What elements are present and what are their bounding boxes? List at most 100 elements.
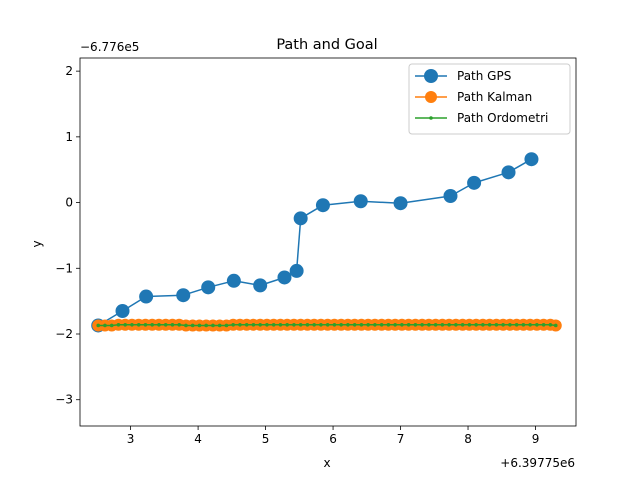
data-point-gps (253, 278, 268, 293)
data-point-gps (501, 165, 516, 180)
data-point-ordometri (487, 323, 492, 327)
data-point-ordometri (244, 323, 249, 327)
x-offset-label: +6.39775e6 (500, 456, 575, 470)
data-point-ordometri (467, 323, 472, 327)
data-point-ordometri (393, 323, 397, 327)
data-point-ordometri (305, 323, 310, 327)
data-point-ordometri (123, 323, 128, 327)
data-point-ordometri (298, 323, 303, 327)
data-point-ordometri (251, 323, 256, 327)
axes-frame (79, 57, 577, 427)
x-tick-label: 5 (262, 432, 270, 446)
data-point-ordometri (312, 323, 316, 327)
x-tick-label: 4 (194, 432, 202, 446)
data-point-ordometri (548, 323, 553, 327)
data-point-gps (226, 273, 241, 288)
data-point-ordometri (271, 323, 276, 327)
data-point-ordometri (352, 323, 357, 327)
data-point-ordometri (204, 323, 208, 328)
x-tick-label: 8 (464, 432, 472, 446)
legend-label-gps: Path GPS (457, 69, 511, 83)
data-point-ordometri (217, 323, 222, 328)
x-tick-label: 6 (329, 432, 337, 446)
data-point-ordometri (447, 323, 451, 327)
data-point-gps (353, 194, 368, 209)
legend-marker-ordometri (429, 116, 433, 120)
data-point-ordometri (460, 323, 465, 327)
data-point-ordometri (278, 323, 283, 327)
data-point-ordometri (508, 323, 512, 327)
data-point-ordometri (325, 323, 330, 327)
data-point-ordometri (481, 323, 485, 327)
y-tick-label: −2 (55, 327, 73, 341)
legend-label-ordometri: Path Ordometri (457, 111, 548, 125)
data-point-ordometri (373, 323, 377, 327)
data-point-ordometri (163, 323, 168, 327)
data-point-ordometri (359, 323, 364, 327)
data-point-ordometri (116, 323, 121, 327)
y-tick-label: 1 (65, 130, 73, 144)
data-point-ordometri (406, 323, 411, 327)
x-tick-label: 3 (127, 432, 135, 446)
data-point-ordometri (339, 323, 343, 327)
data-point-gps (115, 304, 130, 318)
chart-title: Path and Goal (276, 37, 377, 53)
data-point-ordometri (535, 323, 539, 327)
x-tick-label: 7 (397, 432, 405, 446)
data-point-ordometri (433, 323, 438, 327)
data-point-ordometri (427, 323, 431, 327)
data-point-ordometri (440, 323, 445, 327)
data-point-ordometri (184, 323, 188, 328)
data-point-ordometri (553, 323, 558, 328)
data-point-ordometri (379, 323, 384, 327)
legend-marker-kalman (425, 91, 437, 103)
y-tick-label: 2 (65, 64, 73, 78)
data-point-ordometri (136, 323, 141, 327)
data-point-ordometri (494, 323, 499, 327)
y-axis-label: y (30, 240, 44, 247)
data-point-ordometri (96, 323, 101, 328)
y-tick-label: 0 (65, 196, 73, 210)
data-point-ordometri (150, 323, 155, 327)
data-point-gps (277, 270, 292, 285)
data-point-ordometri (258, 323, 262, 327)
y-offset-label: −6.776e5 (80, 40, 139, 54)
data-point-ordometri (103, 323, 107, 328)
data-point-ordometri (170, 323, 175, 327)
data-point-gps (393, 196, 408, 211)
x-tick-label: 9 (532, 432, 540, 446)
data-point-ordometri (109, 323, 114, 328)
data-point-ordometri (514, 323, 519, 327)
data-point-gps (524, 152, 539, 167)
data-point-ordometri (346, 323, 350, 327)
data-point-ordometri (143, 323, 148, 327)
data-point-gps (201, 280, 216, 295)
data-point-ordometri (474, 323, 478, 327)
legend-marker-gps (424, 69, 438, 83)
data-point-gps (139, 289, 154, 304)
data-point-ordometri (265, 323, 269, 327)
x-axis-label: x (323, 456, 330, 470)
data-point-gps (289, 263, 304, 278)
legend-label-kalman: Path Kalman (457, 90, 532, 104)
data-point-ordometri (521, 323, 526, 327)
y-tick-label: −1 (55, 261, 73, 275)
data-point-ordometri (413, 323, 418, 327)
data-point-ordometri (190, 323, 195, 328)
y-tick-label: −3 (55, 393, 73, 407)
data-point-gps (293, 211, 308, 226)
data-point-ordometri (386, 323, 391, 327)
data-point-ordometri (285, 323, 289, 327)
data-point-ordometri (332, 323, 337, 327)
data-point-gps (443, 189, 458, 203)
data-point-ordometri (541, 323, 546, 327)
data-point-ordometri (130, 323, 134, 327)
data-point-ordometri (211, 323, 215, 328)
data-point-gps (467, 175, 482, 190)
data-point-ordometri (400, 323, 404, 327)
axis-ticks: 3 4 5 6 7 8 9 −3 −2 −1 0 1 2 (55, 64, 539, 446)
data-point-ordometri (224, 323, 229, 328)
data-point-ordometri (319, 323, 323, 327)
data-point-ordometri (501, 323, 505, 327)
